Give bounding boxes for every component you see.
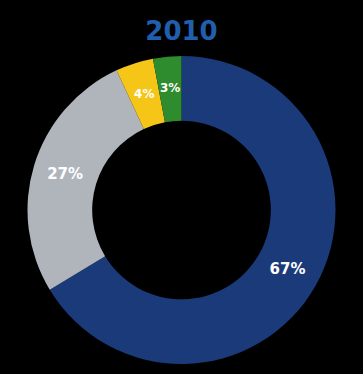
chart: 2010 67% 27% 4% 3% bbox=[0, 0, 363, 374]
slice bbox=[153, 56, 182, 122]
data-label: 27% bbox=[47, 165, 83, 183]
data-label: 4% bbox=[134, 87, 154, 101]
donut bbox=[27, 56, 335, 364]
data-labels: 67% 27% 4% 3% bbox=[47, 81, 305, 278]
title: 2010 bbox=[145, 16, 217, 46]
slice bbox=[27, 70, 143, 289]
data-label: 67% bbox=[270, 260, 306, 278]
data-label: 3% bbox=[160, 81, 180, 95]
background bbox=[0, 0, 363, 374]
